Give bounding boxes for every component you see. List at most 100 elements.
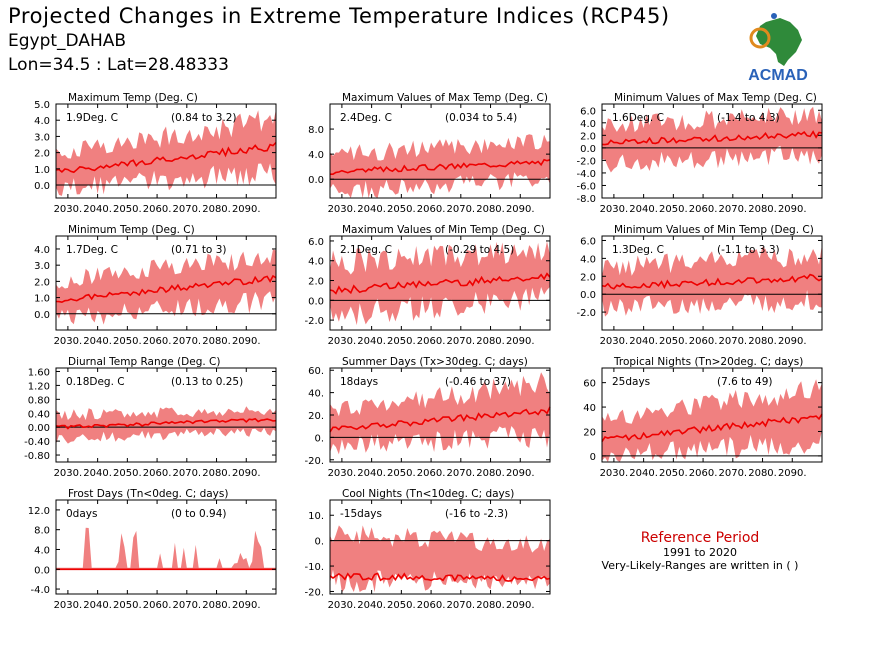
chart-panel: 12.0 8.0 4.0 0.0 -4.0 2030. 2040. 2050. 2060. 207… <box>28 488 277 611</box>
y-tick-label: 0.0 <box>580 290 596 301</box>
y-tick-label: 4.0 <box>308 257 324 268</box>
x-tick-label: 2040. <box>629 468 658 479</box>
panel-title: Tropical Nights (Tn>20deg. C; days) <box>613 356 803 368</box>
panel-title: Diurnal Temp Range (Deg. C) <box>68 356 220 368</box>
likely-range-band <box>330 134 550 198</box>
x-tick-label: 2050. <box>113 468 142 479</box>
plot-frame <box>55 235 277 331</box>
plot-frame <box>601 367 823 463</box>
change-value: 1.6Deg. C <box>612 112 664 124</box>
x-tick-label: 2060. <box>143 468 172 479</box>
panel-title: Minimum Temp (Deg. C) <box>68 224 195 236</box>
likely-range-label: (0.84 to 3.2) <box>171 112 237 124</box>
x-tick-label: 2030. <box>328 336 357 347</box>
likely-range-label: (0.034 to 5.4) <box>445 112 517 124</box>
acmad-logo: ACMAD <box>748 13 808 84</box>
y-tick-label: 0.80 <box>28 395 50 406</box>
y-tick-label: 5.0 <box>34 100 50 111</box>
y-tick-label: 3.0 <box>34 261 50 272</box>
x-tick-label: 2050. <box>113 204 142 215</box>
y-tick-label: 12.0 <box>28 506 50 517</box>
y-tick-label: 1.0 <box>34 165 50 176</box>
likely-range-band <box>330 525 550 593</box>
y-tick-label: -20. <box>304 456 324 467</box>
median-line <box>329 572 551 583</box>
y-tick-label: 2.0 <box>580 131 596 142</box>
plot-frame <box>601 235 823 331</box>
y-tick-label: 40 <box>583 403 596 414</box>
y-tick-label: 40. <box>308 389 324 400</box>
x-tick-label: 2040. <box>357 468 386 479</box>
chart-panel: 4.0 3.0 2.0 1.0 0.0 2030. 2040. 2050. 2060. 2070.… <box>34 224 277 347</box>
x-tick-label: 2030. <box>328 468 357 479</box>
x-tick-label: 2060. <box>417 204 446 215</box>
reference-legend: Reference Period 1991 to 2020 Very-Likel… <box>590 530 810 572</box>
x-tick-label: 2070. <box>718 204 747 215</box>
panel-title: Cool Nights (Tn<10deg. C; days) <box>342 488 514 500</box>
reference-title: Reference Period <box>640 530 760 546</box>
likely-range-band <box>56 249 276 325</box>
y-tick-label: 0.0 <box>34 310 50 321</box>
panel-title: Maximum Values of Min Temp (Deg. C) <box>342 224 545 236</box>
x-tick-label: 2060. <box>417 336 446 347</box>
x-tick-label: 2090. <box>232 468 261 479</box>
median-line <box>329 406 551 433</box>
likely-range-label: (0.71 to 3) <box>171 244 226 256</box>
likely-range-band <box>602 106 822 173</box>
change-value: 0.18Deg. C <box>66 376 125 388</box>
y-tick-label: -0.80 <box>24 451 50 462</box>
x-tick-label: 2050. <box>659 336 688 347</box>
y-tick-label: 0.0 <box>34 565 50 576</box>
chart-panel: 10.0.-10.-20.2030. 2040. 2050. 2060. 2070. 20… <box>304 488 551 611</box>
x-tick-label: 2060. <box>417 468 446 479</box>
x-tick-label: 2050. <box>387 336 416 347</box>
x-tick-label: 2050. <box>113 336 142 347</box>
y-tick-label: 6.0 <box>580 106 596 117</box>
x-tick-label: 2030. <box>328 600 357 611</box>
x-tick-label: 2070. <box>446 468 475 479</box>
panel-title: Maximum Values of Max Temp (Deg. C) <box>342 92 548 104</box>
y-tick-label: -2.0 <box>576 156 596 167</box>
panel-title: Minimum Values of Max Temp (Deg. C) <box>614 92 817 104</box>
reference-years: 1991 to 2020 <box>662 546 738 559</box>
x-tick-label: 2080. <box>748 468 777 479</box>
change-value: 0days <box>66 508 97 520</box>
station-name: Egypt_DAHAB <box>8 31 127 51</box>
change-value: -15days <box>340 508 382 520</box>
x-tick-label: 2040. <box>83 600 112 611</box>
y-tick-label: 4.0 <box>308 150 324 161</box>
median-line <box>55 274 277 304</box>
y-tick-label: 0.0 <box>308 296 324 307</box>
x-tick-label: 2070. <box>718 336 747 347</box>
x-tick-label: 2090. <box>506 600 535 611</box>
x-tick-label: 2040. <box>357 600 386 611</box>
x-tick-label: 2050. <box>113 600 142 611</box>
y-tick-label: 2.0 <box>308 277 324 288</box>
x-tick-label: 2070. <box>446 204 475 215</box>
x-tick-label: 2080. <box>476 468 505 479</box>
x-tick-label: 2040. <box>357 336 386 347</box>
change-value: 2.1Deg. C <box>340 244 392 256</box>
panel-title: Summer Days (Tx>30deg. C; days) <box>342 356 528 368</box>
x-tick-label: 2070. <box>446 600 475 611</box>
y-tick-label: 2.0 <box>34 277 50 288</box>
plot-frame <box>55 367 277 463</box>
likely-range-band <box>56 109 276 196</box>
chart-panel: 60. 40. 20. 0. -20. 2030. 2040. 2050. 2060. 2070.… <box>304 356 551 479</box>
x-tick-label: 2090. <box>778 204 807 215</box>
x-tick-label: 2030. <box>600 336 629 347</box>
x-tick-label: 2050. <box>387 600 416 611</box>
x-tick-label: 2030. <box>54 336 83 347</box>
x-tick-label: 2060. <box>417 600 446 611</box>
y-tick-label: -0.40 <box>24 437 50 448</box>
x-tick-label: 2070. <box>446 336 475 347</box>
plot-frame <box>55 103 277 199</box>
x-tick-label: 2060. <box>143 600 172 611</box>
x-tick-label: 2080. <box>202 600 231 611</box>
x-tick-label: 2030. <box>600 204 629 215</box>
y-tick-label: 60. <box>308 366 324 377</box>
y-tick-label: 6.0 <box>308 237 324 248</box>
median-line <box>601 413 823 443</box>
x-tick-label: 2090. <box>232 336 261 347</box>
x-tick-label: 2090. <box>506 468 535 479</box>
